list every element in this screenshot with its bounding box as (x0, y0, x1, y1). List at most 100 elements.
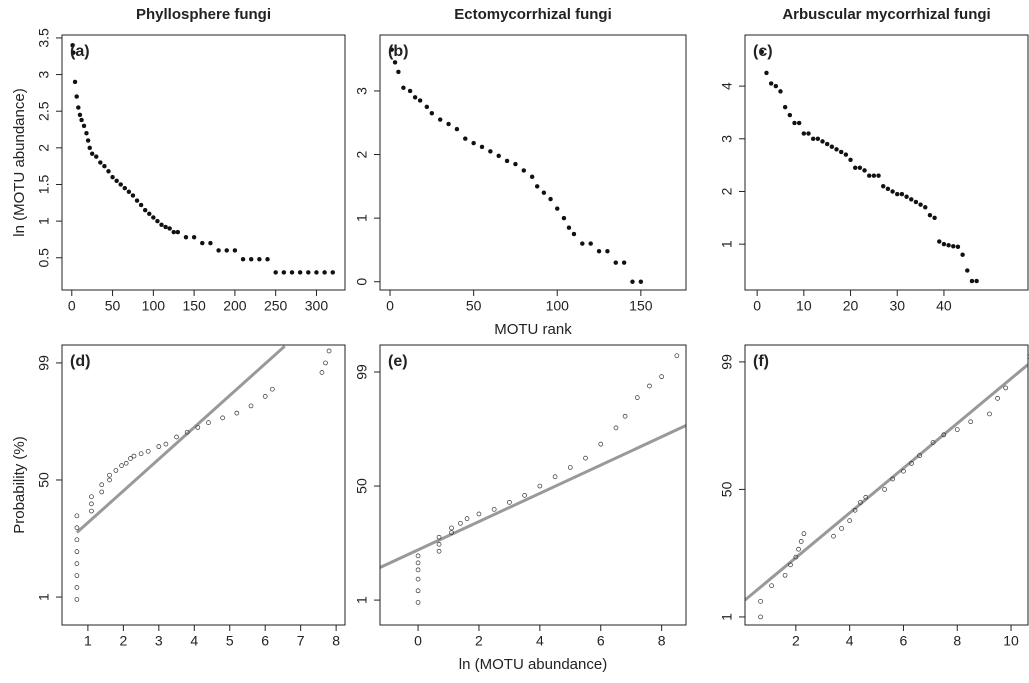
data-point (548, 196, 553, 202)
x-tick-label: 2 (792, 633, 800, 649)
data-point (183, 234, 189, 240)
data-point (454, 126, 460, 132)
data-point (923, 205, 928, 210)
data-point (415, 600, 421, 605)
data-point (415, 560, 421, 566)
data-point (89, 501, 94, 507)
data-point (326, 348, 332, 354)
y-tick-label: 2 (719, 187, 735, 195)
fit-line (745, 363, 1028, 602)
data-point (248, 256, 254, 262)
data-point (946, 242, 951, 248)
data-point (114, 178, 119, 184)
y-tick-label: 1 (36, 217, 52, 225)
data-point (932, 215, 937, 221)
data-point (74, 513, 80, 519)
data-point (458, 520, 463, 526)
y-tick-label: 99 (354, 364, 370, 380)
data-point (224, 248, 229, 253)
data-point (306, 270, 311, 275)
x-tick-label: 4 (536, 633, 544, 649)
panel-tag: (f) (753, 353, 769, 370)
data-point (102, 163, 107, 169)
data-point (71, 50, 76, 55)
data-point (1003, 385, 1009, 391)
data-point (583, 455, 588, 461)
data-point (847, 518, 852, 524)
data-point (248, 403, 254, 409)
y-tick-label: 3 (36, 70, 52, 78)
panel-tag: (a) (70, 43, 90, 60)
data-point (913, 199, 919, 205)
panel-title: Ectomycorrhizal fungi (454, 6, 612, 23)
data-point (798, 539, 804, 544)
data-point (941, 432, 947, 438)
y-tick-label: 1 (354, 596, 370, 604)
data-point (138, 202, 144, 208)
y-tick-label: 0 (354, 278, 370, 286)
data-point (529, 174, 535, 180)
x-tick-label: 300 (305, 298, 329, 314)
fit-line (380, 424, 686, 569)
data-point (128, 456, 133, 461)
data-point (216, 248, 221, 253)
data-point (862, 168, 867, 173)
x-tick-label: 50 (105, 298, 121, 314)
data-point (110, 174, 115, 180)
data-point (793, 554, 799, 560)
x-tick-label: 200 (223, 298, 247, 314)
data-point (107, 477, 112, 483)
x-tick-label: 10 (1003, 633, 1019, 649)
y-tick-label: 3 (354, 87, 370, 95)
data-point (941, 241, 947, 247)
x-tick-label: 40 (936, 298, 952, 314)
data-point (74, 597, 80, 602)
data-point (436, 534, 442, 540)
data-point (974, 278, 979, 284)
x-tick-label: 6 (261, 633, 269, 649)
panel-tag: (b) (388, 43, 408, 60)
data-point (107, 472, 112, 478)
data-point (566, 225, 572, 230)
data-point (901, 468, 906, 474)
data-point (195, 425, 201, 430)
data-point (81, 123, 87, 129)
data-point (232, 248, 238, 253)
y-tick-label: 2 (36, 144, 52, 152)
data-point (507, 499, 512, 505)
data-point (446, 121, 451, 127)
data-point (323, 360, 328, 366)
data-point (758, 598, 763, 604)
x-tick-label: 2 (475, 633, 483, 649)
data-point (87, 145, 92, 151)
data-point (534, 184, 540, 189)
data-point (987, 411, 992, 417)
panel-title: Arbuscular mycorrhizal fungi (782, 6, 990, 23)
data-point (782, 572, 788, 578)
x-tick-label: 1 (84, 633, 92, 649)
data-point (788, 562, 793, 568)
x-tick-label: 6 (900, 633, 908, 649)
y-tick-label: 1 (36, 593, 52, 601)
data-point (122, 185, 128, 191)
data-point (206, 420, 211, 425)
data-point (890, 189, 895, 194)
data-point (85, 138, 91, 143)
data-point (596, 248, 602, 254)
data-point (471, 140, 476, 146)
data-point (513, 161, 518, 167)
x-axis-label: MOTU rank (494, 321, 572, 338)
x-tick-label: 0 (68, 298, 76, 314)
data-point (74, 573, 80, 578)
data-point (960, 252, 965, 257)
data-point (389, 47, 394, 52)
data-point (330, 270, 336, 275)
data-point (106, 169, 111, 174)
data-point (621, 260, 627, 265)
data-point (904, 194, 909, 199)
data-point (70, 43, 75, 48)
data-point (113, 468, 119, 473)
data-point (951, 244, 956, 249)
x-tick-label: 150 (629, 298, 653, 314)
data-point (142, 207, 148, 213)
